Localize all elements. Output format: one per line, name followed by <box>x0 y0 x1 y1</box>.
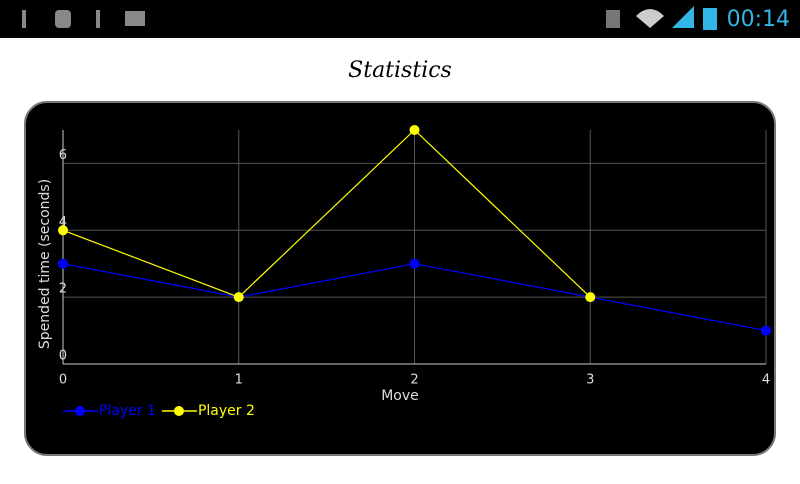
data-point <box>409 258 420 269</box>
x-tick-label: 4 <box>762 373 770 388</box>
y-axis-label: Spended time (seconds) <box>37 179 53 349</box>
data-point <box>761 325 771 336</box>
x-tick-label: 2 <box>410 373 418 388</box>
legend-marker <box>173 406 184 416</box>
x-tick-label: 1 <box>235 373 243 388</box>
status-bar <box>0 0 800 38</box>
mute-icon <box>606 10 620 28</box>
usb-icon <box>96 10 100 28</box>
x-tick-label: 3 <box>586 373 594 388</box>
legend-marker <box>75 406 85 416</box>
data-point <box>233 292 244 303</box>
data-point <box>585 292 596 303</box>
mail-icon <box>125 11 145 26</box>
legend-label: Player 1 <box>99 403 156 419</box>
legend-label: Player 2 <box>198 403 255 419</box>
notification-icons <box>22 10 145 28</box>
system-icons <box>606 6 717 30</box>
x-axis-label: Move <box>381 388 419 404</box>
wifi-icon <box>636 9 664 28</box>
screen-title: Statistics <box>348 58 452 83</box>
data-point <box>58 225 68 236</box>
data-point <box>409 125 420 135</box>
battery-icon <box>703 8 717 30</box>
x-tick-label: 0 <box>59 373 67 388</box>
data-point <box>58 258 68 269</box>
usb-icon <box>22 10 26 28</box>
android-icon <box>55 10 71 28</box>
signal-icon <box>672 6 694 28</box>
series-line <box>62 129 591 298</box>
clock: 00:14 <box>727 7 790 32</box>
chart-panel <box>24 101 776 456</box>
